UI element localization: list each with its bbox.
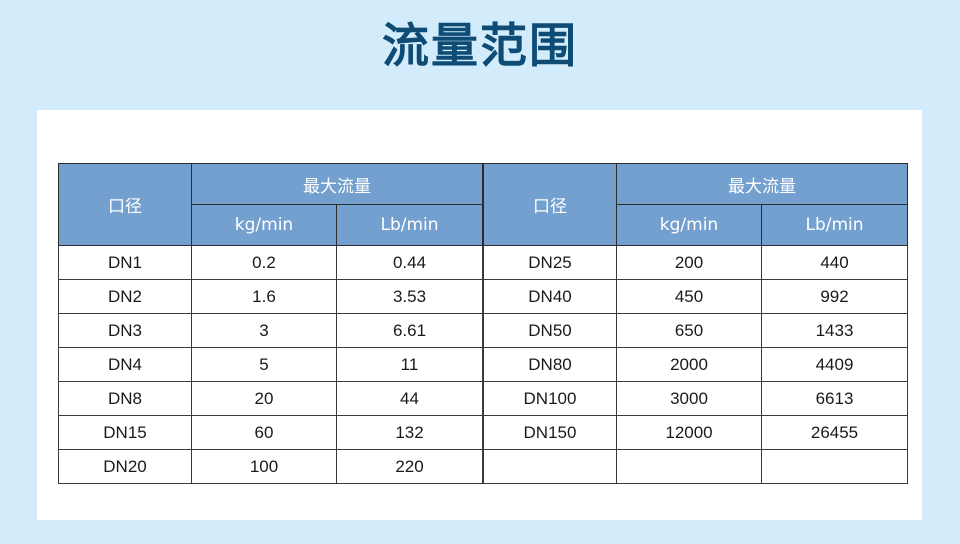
cell-kg-min: 60: [191, 415, 337, 450]
cell-kg-min: 100: [191, 449, 337, 484]
cell-kg-min: 1.6: [191, 279, 337, 314]
table-row: DN3 3 6.61: [58, 313, 483, 348]
cell-lb-min: 11: [336, 347, 483, 382]
header-row-units: kg/min Lb/min: [484, 204, 908, 246]
table-row: DN150 12000 26455: [483, 415, 908, 450]
cell-kg-min: 5: [191, 347, 337, 382]
header-max-flow-group: 最大流量: [616, 163, 908, 205]
table-row: DN100 3000 6613: [483, 381, 908, 416]
cell-diameter: DN1: [58, 245, 192, 280]
flow-table-left: 口径 最大流量 kg/min Lb/min DN1 0.2 0.44: [58, 163, 483, 484]
header-diameter: 口径: [483, 163, 617, 246]
table-row: DN20 100 220: [58, 449, 483, 484]
cell-diameter: DN4: [58, 347, 192, 382]
header-row-top: 口径 最大流量: [58, 163, 483, 246]
table-body-left: DN1 0.2 0.44 DN2 1.6 3.53 DN3 3 6.61: [58, 245, 483, 484]
header-unit-kg-min: kg/min: [616, 204, 762, 246]
cell-lb-min: 992: [761, 279, 908, 314]
cell-lb-min: 220: [336, 449, 483, 484]
cell-diameter: [483, 449, 617, 484]
header-unit-lb-min: Lb/min: [336, 204, 483, 246]
cell-diameter: DN20: [58, 449, 192, 484]
cell-kg-min: 450: [616, 279, 762, 314]
cell-kg-min: 3000: [616, 381, 762, 416]
cell-kg-min: 200: [616, 245, 762, 280]
cell-diameter: DN25: [483, 245, 617, 280]
cell-diameter: DN15: [58, 415, 192, 450]
tables-container: 口径 最大流量 kg/min Lb/min DN1 0.2 0.44: [58, 163, 908, 484]
flow-table-right: 口径 最大流量 kg/min Lb/min DN25 200 440: [483, 163, 908, 484]
cell-lb-min: 4409: [761, 347, 908, 382]
cell-diameter: DN150: [483, 415, 617, 450]
header-row-units: kg/min Lb/min: [59, 204, 483, 246]
table-body-right: DN25 200 440 DN40 450 992 DN50 650 1433: [483, 245, 908, 484]
table-row: DN25 200 440: [483, 245, 908, 280]
table-row-empty: [483, 449, 908, 484]
cell-lb-min: 132: [336, 415, 483, 450]
cell-diameter: DN40: [483, 279, 617, 314]
table-row: DN80 2000 4409: [483, 347, 908, 382]
cell-lb-min: 26455: [761, 415, 908, 450]
cell-diameter: DN50: [483, 313, 617, 348]
cell-kg-min: 20: [191, 381, 337, 416]
header-unit-lb-min: Lb/min: [761, 204, 908, 246]
table-row: DN1 0.2 0.44: [58, 245, 483, 280]
cell-lb-min: 1433: [761, 313, 908, 348]
cell-kg-min: 12000: [616, 415, 762, 450]
table-row: DN50 650 1433: [483, 313, 908, 348]
table-row: DN4 5 11: [58, 347, 483, 382]
table-row: DN15 60 132: [58, 415, 483, 450]
table-row: DN8 20 44: [58, 381, 483, 416]
table-row: DN40 450 992: [483, 279, 908, 314]
header-unit-kg-min: kg/min: [191, 204, 337, 246]
cell-kg-min: [616, 449, 762, 484]
content-card: 口径 最大流量 kg/min Lb/min DN1 0.2 0.44: [37, 110, 922, 520]
table-row: DN2 1.6 3.53: [58, 279, 483, 314]
cell-lb-min: 6.61: [336, 313, 483, 348]
cell-diameter: DN3: [58, 313, 192, 348]
cell-lb-min: 440: [761, 245, 908, 280]
cell-kg-min: 2000: [616, 347, 762, 382]
cell-lb-min: [761, 449, 908, 484]
cell-diameter: DN100: [483, 381, 617, 416]
cell-lb-min: 3.53: [336, 279, 483, 314]
cell-kg-min: 0.2: [191, 245, 337, 280]
cell-diameter: DN80: [483, 347, 617, 382]
cell-lb-min: 44: [336, 381, 483, 416]
cell-kg-min: 650: [616, 313, 762, 348]
cell-lb-min: 6613: [761, 381, 908, 416]
cell-diameter: DN8: [58, 381, 192, 416]
table-header-right: 口径 最大流量 kg/min Lb/min: [483, 163, 908, 246]
cell-lb-min: 0.44: [336, 245, 483, 280]
header-max-flow-group: 最大流量: [191, 163, 483, 205]
cell-diameter: DN2: [58, 279, 192, 314]
header-diameter: 口径: [58, 163, 192, 246]
table-header-left: 口径 最大流量 kg/min Lb/min: [58, 163, 483, 246]
page-title: 流量范围: [382, 19, 578, 74]
header-row-top: 口径 最大流量: [483, 163, 908, 246]
cell-kg-min: 3: [191, 313, 337, 348]
